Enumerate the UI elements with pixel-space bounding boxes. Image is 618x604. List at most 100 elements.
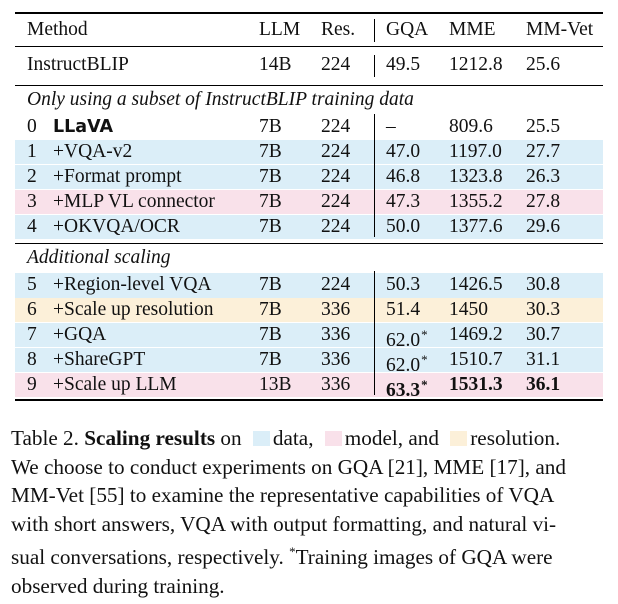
row-llm: 7B <box>259 273 282 298</box>
row-method-text: +Scale up resolution <box>53 298 214 320</box>
row-llm: 7B <box>259 115 282 140</box>
footnote-text: Training images of GQA were <box>295 545 553 570</box>
row-method-text: +VQA-v2 <box>53 140 133 162</box>
header-res: Res. <box>321 19 356 40</box>
row-mmvet-text: 29.6 <box>526 215 561 237</box>
row-method-text: +OKVQA/OCR <box>53 215 180 237</box>
row-llm: 7B <box>259 165 282 190</box>
table-row: 7 +GQA 7B 336 62.0* 1469.2 30.7 <box>15 322 603 351</box>
row-gqa: 46.8 <box>386 165 420 190</box>
row-res-text: 224 <box>321 140 351 162</box>
caption-line: Table 2. Scaling results on data, model,… <box>11 424 608 453</box>
row-llm-text: 7B <box>259 190 282 212</box>
row-res-text: 224 <box>321 165 351 187</box>
row-gqa: 47.0 <box>386 140 420 165</box>
row-mmvet: 25.5 <box>526 115 560 140</box>
row-mme: 1531.3 <box>449 373 503 398</box>
row-method: +VQA-v2 <box>53 140 132 165</box>
row-gqa-text: 47.3 <box>386 190 421 212</box>
legend-model: model, and <box>344 426 439 450</box>
caption-line: with short answers, VQA with output form… <box>11 511 557 536</box>
row-res: 224 <box>321 165 350 190</box>
row-res: 224 <box>321 273 350 298</box>
row-res-text: 224 <box>321 274 351 295</box>
row-mme: 1510.7 <box>449 348 503 373</box>
header-rule <box>15 46 603 47</box>
row-mmvet: 27.8 <box>526 190 560 215</box>
row-mme: 1355.2 <box>449 190 503 215</box>
row-mmvet: 29.6 <box>526 215 560 240</box>
top-rule <box>15 12 603 14</box>
row-index: 2 <box>27 165 37 190</box>
row-llm: 13B <box>259 373 292 398</box>
row-res: 336 <box>321 298 350 323</box>
table-row: 8 +ShareGPT 7B 336 62.0* 1510.7 31.1 <box>15 347 603 376</box>
row-mme-text: 1450 <box>449 298 488 320</box>
header-mmvet: MM-Vet <box>526 19 594 40</box>
row-index-text: 4 <box>27 215 37 237</box>
row-mme: 1377.6 <box>449 215 503 240</box>
row-gqa-text: – <box>386 116 396 137</box>
row-method: +Format prompt <box>53 165 182 190</box>
row-mme: 1469.2 <box>449 323 503 348</box>
row-method-text: +Format prompt <box>53 165 182 187</box>
row-mme-text: 1510.7 <box>449 348 503 370</box>
row-res: 336 <box>321 373 350 398</box>
row-mme: 1197.0 <box>449 140 502 165</box>
row-method: +GQA <box>53 323 106 348</box>
caption-line: MM-Vet [55] to examine the representativ… <box>11 483 555 508</box>
row-index-text: 2 <box>27 165 37 187</box>
row-mmvet: 30.8 <box>526 273 560 298</box>
row-mmvet-text: 30.8 <box>526 274 561 295</box>
row-method-text: LLaVA <box>53 117 114 137</box>
row-res-text: 336 <box>321 323 351 345</box>
caption-line: We choose to conduct experiments on GQA … <box>11 454 566 479</box>
row-mme-text: 1531.3 <box>449 373 503 395</box>
table-row: 1 +VQA-v2 7B 224 47.0 1197.0 27.7 <box>15 139 603 165</box>
row-mme: 809.6 <box>449 115 493 140</box>
row-mme-text: 1197.0 <box>449 140 502 162</box>
table-row: 6 +Scale up resolution 7B 336 51.4 1450 30.3 <box>15 297 603 323</box>
row-gqa-text: 51.4 <box>386 298 421 320</box>
row-gqa: 47.3 <box>386 190 420 215</box>
row-gqa-text: 62.0 <box>386 354 421 376</box>
gqa-footnote-mark: * <box>421 376 428 392</box>
caption-title: Scaling results <box>84 426 216 450</box>
row-llm-text: 13B <box>259 373 292 395</box>
row-index-text: 6 <box>27 298 37 320</box>
row-llm-text: 7B <box>259 116 282 137</box>
row-mme-text: 1377.6 <box>449 215 503 237</box>
row-mmvet: 36.1 <box>526 373 560 398</box>
row-mmvet: 27.7 <box>526 140 560 165</box>
row-mmvet: 31.1 <box>526 348 560 373</box>
row-llm: 7B <box>259 215 282 240</box>
header-gqa: GQA <box>386 19 429 40</box>
row-method-text: +Region-level VQA <box>53 274 212 295</box>
row-index: 0 <box>27 115 37 140</box>
row-index: 3 <box>27 190 37 215</box>
row-mmvet-text: 27.8 <box>526 190 561 212</box>
row-mmvet-text: 30.3 <box>526 298 561 320</box>
row-llm: 7B <box>259 323 282 348</box>
row-mme-text: 1426.5 <box>449 274 503 295</box>
row-mme: 1323.8 <box>449 165 503 190</box>
row-index-text: 7 <box>27 323 37 345</box>
column-divider <box>374 114 375 237</box>
gqa-footnote-mark: * <box>421 326 428 342</box>
row-res: 224 <box>321 140 350 165</box>
baseline-rule <box>15 85 603 86</box>
row-mmvet-text: 30.7 <box>526 323 561 345</box>
row-index-text: 3 <box>27 190 37 212</box>
table-row: 2 +Format prompt 7B 224 46.8 1323.8 26.3 <box>15 164 603 190</box>
row-res: 336 <box>321 323 350 348</box>
row-llm-text: 7B <box>259 165 282 187</box>
baseline-res: 224 <box>321 54 351 75</box>
row-llm: 7B <box>259 298 282 323</box>
legend-data: data, <box>272 426 314 450</box>
section-rule <box>15 243 603 244</box>
row-mmvet: 30.7 <box>526 323 560 348</box>
row-llm-text: 7B <box>259 348 282 370</box>
row-mme-text: 1323.8 <box>449 165 503 187</box>
model-swatch <box>324 431 342 446</box>
baseline-gqa: 49.5 <box>386 54 421 75</box>
